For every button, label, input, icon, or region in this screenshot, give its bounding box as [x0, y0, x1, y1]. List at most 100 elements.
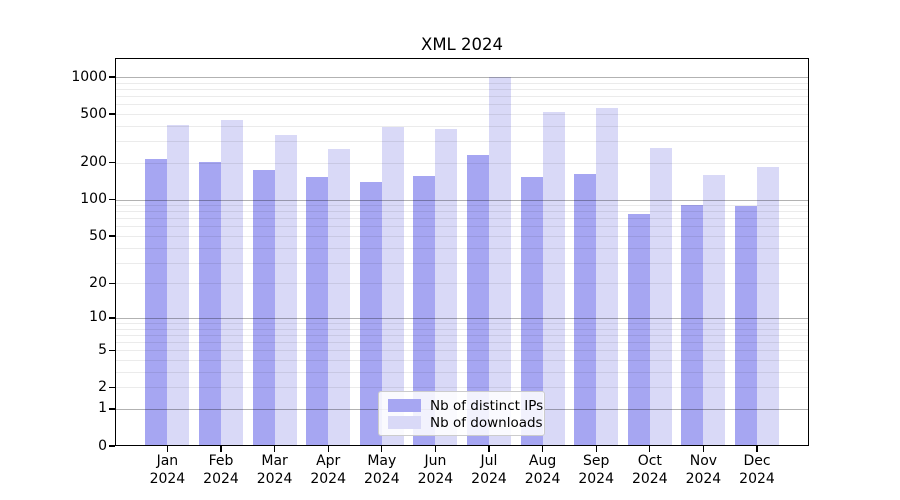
gridline-minor — [115, 125, 809, 127]
x-tick-label-year: 2024 — [739, 470, 775, 487]
y-tick-label: 20 — [89, 274, 107, 291]
y-tick-label: 5 — [98, 341, 107, 358]
gridline-major — [115, 77, 809, 79]
gridline-minor — [115, 247, 809, 249]
x-tick-label-year: 2024 — [363, 470, 400, 487]
bar-downloads-may — [381, 126, 404, 446]
y-tick-label: 100 — [80, 191, 107, 208]
y-tick-label: 0 — [98, 437, 107, 454]
bar-distinct-ips-mar — [252, 169, 275, 446]
x-tick — [166, 446, 169, 452]
bar-distinct-ips-oct — [627, 214, 650, 446]
x-tick — [488, 446, 490, 452]
legend-item-distinct-ips: Nb of distinct IPs — [388, 398, 543, 414]
x-tick — [327, 446, 329, 452]
x-tick-label: Nov 2024 — [671, 453, 735, 488]
chart-title: XML 2024 — [421, 35, 503, 54]
y-tick-label: 50 — [89, 227, 107, 244]
bar-distinct-ips-jun — [413, 175, 436, 446]
bar-distinct-ips-dec — [735, 205, 757, 446]
legend-label-distinct-ips: Nb of distinct IPs — [430, 397, 544, 414]
y-tick — [109, 349, 115, 351]
y-tick-label: 1 — [98, 400, 107, 417]
gridline-minor — [115, 262, 809, 264]
gridline-major — [115, 199, 809, 201]
x-tick-label-year: 2024 — [149, 470, 186, 487]
x-tick — [381, 446, 383, 452]
bar-downloads-aug — [542, 112, 565, 446]
gridline-minor — [115, 387, 809, 389]
gridline-minor — [115, 360, 809, 362]
bar-distinct-ips-jul — [467, 155, 489, 446]
x-tick-label-year: 2024 — [524, 470, 561, 487]
plot-area — [115, 58, 809, 446]
y-tick-label: 10 — [89, 309, 107, 326]
x-tick-label-month: Jun — [424, 453, 447, 469]
bar-distinct-ips-nov — [681, 205, 704, 446]
x-tick-label: May 2024 — [350, 453, 414, 488]
x-tick-label: Oct 2024 — [618, 453, 682, 488]
bar-distinct-ips-jan — [145, 158, 168, 446]
y-tick-label: 1000 — [71, 68, 107, 85]
legend-swatch-downloads — [388, 416, 421, 429]
y-tick-label: 500 — [80, 105, 107, 122]
legend-label-downloads: Nb of downloads — [430, 414, 543, 431]
x-tick-label-year: 2024 — [631, 470, 668, 487]
y-tick — [109, 445, 115, 447]
y-tick — [109, 113, 115, 115]
x-tick-label: Aug 2024 — [511, 453, 575, 488]
x-tick — [273, 446, 276, 452]
y-tick — [109, 408, 115, 410]
bar-distinct-ips-aug — [520, 177, 543, 446]
gridline-minor — [115, 236, 809, 238]
x-tick — [756, 446, 758, 452]
x-tick-label-month: Nov — [689, 453, 718, 469]
y-tick — [109, 162, 115, 164]
bar-downloads-nov — [703, 174, 726, 446]
x-tick-label-month: Aug — [528, 453, 557, 469]
y-tick — [109, 76, 115, 78]
x-tick-label: Jun 2024 — [403, 453, 467, 488]
bar-distinct-ips-feb — [199, 162, 221, 446]
x-tick-label-year: 2024 — [417, 470, 454, 487]
gridline-minor — [115, 162, 809, 164]
x-tick-label-year: 2024 — [578, 470, 614, 487]
gridline-minor — [115, 114, 809, 116]
x-tick-label: Jan 2024 — [135, 453, 199, 488]
x-tick-label-month: Feb — [208, 453, 234, 469]
gridline-minor — [115, 350, 809, 352]
x-tick — [595, 446, 597, 452]
gridline-minor — [115, 334, 809, 336]
x-tick-label-month: May — [367, 453, 397, 469]
gridline-minor — [115, 323, 809, 325]
gridline-minor — [115, 342, 809, 344]
x-tick-label-year: 2024 — [310, 470, 346, 487]
x-tick-label-year: 2024 — [256, 470, 293, 487]
gridline-major — [115, 317, 809, 319]
gridline-minor — [115, 88, 809, 90]
x-tick — [702, 446, 705, 452]
bar-downloads-jul — [489, 77, 511, 446]
gridline-minor — [115, 82, 809, 84]
x-tick-label: Apr 2024 — [296, 453, 360, 488]
bar-downloads-dec — [757, 166, 779, 446]
gridline-minor — [115, 226, 809, 228]
x-tick-label-year: 2024 — [471, 470, 507, 487]
x-tick-label-month: Dec — [743, 453, 771, 469]
x-tick-label-month: Jul — [480, 453, 498, 469]
x-tick — [434, 446, 437, 452]
x-tick-label-month: Oct — [637, 453, 662, 469]
gridline-minor — [115, 218, 809, 220]
y-tick-label: 2 — [98, 378, 107, 395]
y-tick-label: 200 — [80, 154, 107, 171]
bar-downloads-sep — [596, 107, 619, 446]
x-tick — [541, 446, 544, 452]
y-tick — [109, 282, 115, 285]
x-tick-label: Dec 2024 — [725, 453, 789, 488]
x-tick-label-year: 2024 — [685, 470, 722, 487]
bar-downloads-feb — [221, 119, 243, 446]
gridline-minor — [115, 211, 809, 213]
gridline-minor — [115, 328, 809, 330]
gridline-minor — [115, 96, 809, 98]
